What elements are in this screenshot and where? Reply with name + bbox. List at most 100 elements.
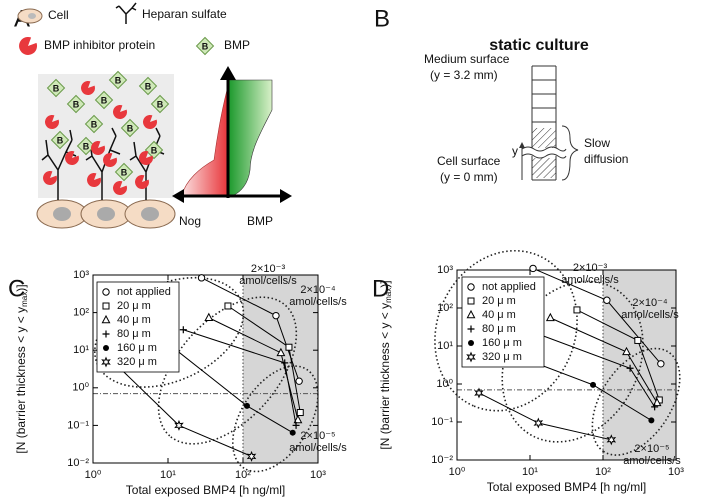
marker [289, 429, 296, 436]
marker [293, 414, 303, 424]
x-tick-label: 10³ [668, 466, 684, 478]
group-ellipse [434, 249, 578, 412]
legend-marker [468, 340, 474, 346]
bmp-letter: B [157, 99, 164, 109]
label: Cell surface [437, 154, 501, 168]
label: Slow [584, 136, 610, 150]
annotation: amol/cells/s [239, 275, 297, 287]
bmp-letter: B [121, 167, 128, 177]
panel-label: D [372, 275, 389, 302]
marker [292, 421, 300, 429]
label: (y = 0 mm) [440, 170, 498, 184]
marker [590, 381, 597, 388]
legend-text: BMP inhibitor protein [44, 38, 155, 52]
bmp [50, 130, 70, 150]
marker [474, 387, 484, 399]
legend-marker [101, 314, 111, 324]
y-axis-label-part: [N (barrier thickness < y < y [378, 303, 392, 450]
legend-marker [466, 309, 476, 319]
y-tick-label: 10¹ [437, 340, 453, 352]
annotation: amol/cells/s [621, 309, 679, 321]
x-tick-label: 10² [235, 469, 251, 481]
y-tick-label: 10⁰ [436, 378, 453, 390]
legend-text: 20 μ m [482, 295, 516, 307]
bmp [120, 118, 140, 138]
legend-text: 160 μ m [482, 337, 522, 349]
inhibitor-icon [19, 36, 38, 55]
plot-frame [456, 269, 677, 461]
marker [603, 296, 611, 304]
group-ellipse [157, 296, 298, 445]
marker [634, 336, 642, 344]
annotation: 2×10⁻⁴ [300, 284, 336, 296]
legend-box [96, 281, 180, 373]
marker [648, 417, 655, 424]
marker [272, 311, 280, 320]
legend-marker [103, 345, 109, 351]
inhibitor [135, 175, 149, 190]
legend-text: not applied [117, 286, 171, 298]
legend-marker [102, 302, 110, 310]
arrow-head [220, 66, 236, 80]
bmp-letter: B [73, 99, 80, 109]
inhibitor [42, 171, 57, 185]
y-axis-label-sub: max [20, 292, 29, 307]
y-tick-label: 10¹ [73, 344, 89, 356]
arrow-head [172, 189, 184, 203]
x-axis-label: Total exposed BMP4 [h ng/ml] [126, 483, 285, 497]
y-tick-label: 10² [437, 302, 453, 314]
marker [174, 419, 184, 431]
bmp [94, 90, 114, 110]
heparan-icon [115, 2, 137, 24]
legend-text: 40 μ m [117, 314, 151, 326]
panel-label: C [8, 275, 25, 302]
y-tick-label: 10³ [73, 269, 89, 281]
bmp [195, 36, 215, 56]
bmp [138, 76, 158, 96]
label: Medium surface [424, 52, 510, 66]
marker [295, 377, 303, 385]
cells [36, 199, 176, 229]
panel-label: B [374, 5, 390, 32]
bmp-letter: B [151, 145, 158, 155]
marker [246, 450, 257, 462]
marker [626, 364, 634, 372]
inhibitor [45, 115, 60, 130]
group-ellipse [231, 365, 319, 473]
annotation: 2×10⁻⁴ [632, 297, 668, 309]
annotation: 2×10⁻⁵ [634, 443, 669, 455]
x-tick-label: 10⁰ [85, 469, 102, 481]
x-tick-label: 10² [595, 466, 611, 478]
annotation: 2×10⁻⁵ [300, 430, 335, 442]
plot-frame [92, 274, 319, 464]
marker [285, 343, 293, 351]
label: (y = 3.2 mm) [430, 68, 498, 82]
y-axis-label: [N (barrier thickness < y < ymax)] [14, 284, 29, 453]
legend-text: 20 μ m [117, 300, 151, 312]
legend-text: Cell [48, 8, 69, 22]
marker [204, 312, 214, 322]
marker [622, 346, 631, 356]
bmp-letter: B [91, 119, 98, 129]
marker [651, 403, 659, 411]
legend-marker [467, 325, 475, 333]
x-axis-label: Total exposed BMP4 [h ng/ml] [487, 480, 646, 494]
nog-profile [181, 89, 228, 196]
x-tick-label: 10⁰ [449, 466, 466, 478]
marker [243, 402, 250, 409]
marker [533, 417, 544, 429]
inhibitor [139, 151, 153, 165]
bmp-letter: B [127, 123, 134, 133]
bmp-letter: B [83, 141, 90, 151]
marker [296, 409, 304, 417]
legend-text: 320 μ m [117, 356, 157, 368]
y-axis-label-part: )] [378, 280, 392, 287]
bmp [144, 140, 164, 160]
label: diffusion [584, 152, 628, 166]
annotation: amol/cells/s [623, 455, 681, 467]
bmp [46, 78, 66, 98]
bmp [84, 114, 104, 134]
